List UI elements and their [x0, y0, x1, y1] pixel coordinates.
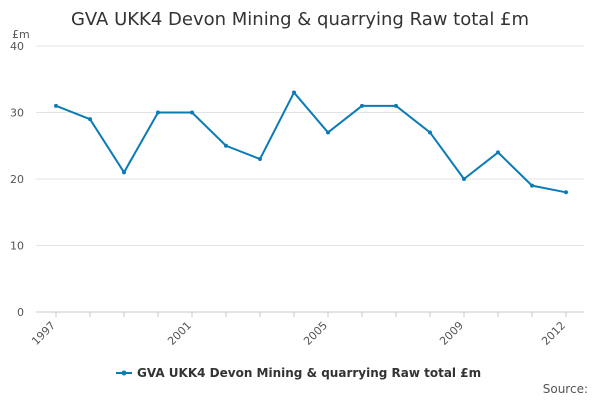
- y-axis-label: £m: [12, 28, 30, 41]
- data-point-2012[interactable]: [564, 190, 568, 195]
- data-point-2006[interactable]: [360, 103, 364, 108]
- legend-label: GVA UKK4 Devon Mining & quarrying Raw to…: [137, 366, 481, 380]
- data-point-2005[interactable]: [326, 130, 330, 135]
- legend[interactable]: GVA UKK4 Devon Mining & quarrying Raw to…: [116, 366, 481, 380]
- data-point-1998[interactable]: [88, 117, 92, 122]
- x-tick-label-2012: 2012: [539, 319, 568, 348]
- source-label: Source:: [543, 382, 588, 396]
- y-tick-label-0: 0: [17, 306, 24, 319]
- data-point-1999[interactable]: [122, 170, 126, 175]
- x-tick-label-1997: 1997: [29, 319, 58, 348]
- series-layer: [54, 90, 568, 195]
- gridlines: [36, 45, 584, 246]
- y-tick-label-10: 10: [10, 240, 24, 253]
- data-point-2008[interactable]: [428, 130, 432, 135]
- chart-title: GVA UKK4 Devon Mining & quarrying Raw to…: [71, 9, 529, 30]
- legend-marker: [121, 370, 127, 376]
- y-axis-ticks: 0 10 20 30 40: [10, 40, 24, 319]
- series-line-0: [55, 91, 567, 194]
- y-tick-label-40: 40: [10, 40, 24, 53]
- data-point-2007[interactable]: [394, 103, 398, 108]
- data-point-1997[interactable]: [54, 103, 58, 108]
- data-point-2001[interactable]: [190, 110, 194, 115]
- x-tick-label-2005: 2005: [301, 319, 330, 348]
- y-tick-label-30: 30: [10, 107, 24, 120]
- y-tick-label-20: 20: [10, 173, 24, 186]
- x-tick-label-2001: 2001: [165, 319, 194, 348]
- data-point-2000[interactable]: [156, 110, 160, 115]
- data-point-2002[interactable]: [224, 143, 228, 148]
- data-point-2003[interactable]: [258, 157, 262, 162]
- data-point-2011[interactable]: [530, 183, 534, 188]
- x-tick-label-2009: 2009: [437, 319, 466, 348]
- data-point-2010[interactable]: [496, 150, 500, 155]
- data-point-2004[interactable]: [292, 90, 296, 95]
- data-point-2009[interactable]: [462, 177, 466, 181]
- x-axis-ticks: 1997 2001 2005 2009 2012: [29, 312, 568, 348]
